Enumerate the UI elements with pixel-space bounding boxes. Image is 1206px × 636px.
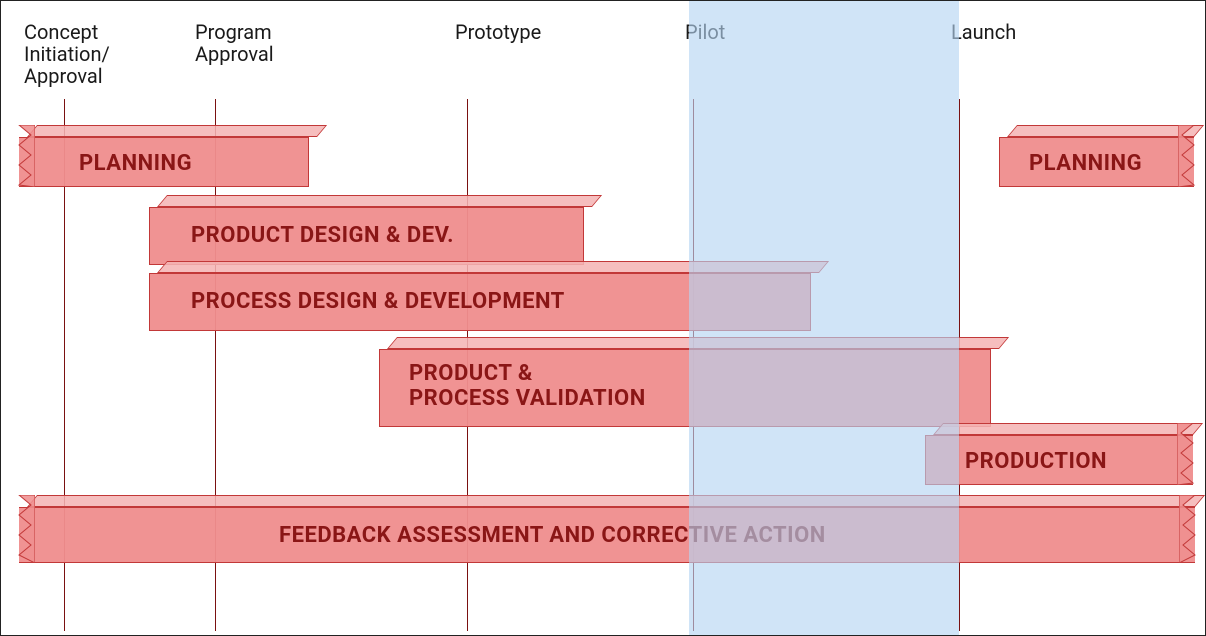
phase-bar-topface [27,125,327,137]
phase-bar-prod_design: PRODUCT DESIGN & DEV. [149,207,584,265]
phase-label-validation: PRODUCT & PROCESS VALIDATION [409,361,646,411]
milestone-label-launch: Launch [951,21,1016,43]
phase-label-feedback: FEEDBACK ASSESSMENT AND CORRECTIVE ACTIO… [279,523,826,548]
phase-bar-topface [1007,125,1204,137]
apqp-timeline-chart: Concept Initiation/ Approval Program Appr… [0,0,1206,636]
phase-label-proc_design: PROCESS DESIGN & DEVELOPMENT [191,289,565,314]
phase-bar-feedback: FEEDBACK ASSESSMENT AND CORRECTIVE ACTIO… [19,507,1195,563]
phase-bar-proc_design: PROCESS DESIGN & DEVELOPMENT [149,273,811,331]
phase-label-planning1: PLANNING [79,151,192,176]
milestone-label-program: Program Approval [195,21,274,65]
phase-label-production: PRODUCTION [965,449,1107,474]
phase-label-prod_design: PRODUCT DESIGN & DEV. [191,223,454,248]
phase-bar-planning1: PLANNING [19,137,309,187]
phase-bar-topface [387,337,1009,349]
milestone-label-concept: Concept Initiation/ Approval [24,21,110,87]
phase-bar-planning2: PLANNING [999,137,1194,187]
milestone-label-prototype: Prototype [455,21,541,43]
phase-bar-validation: PRODUCT & PROCESS VALIDATION [379,349,991,427]
milestone-label-pilot: Pilot [685,21,725,43]
phase-bar-topface [933,423,1203,435]
phase-bar-topface [157,195,602,207]
phase-bar-topface [27,495,1205,507]
phase-bar-topface [157,261,829,273]
phase-bar-production: PRODUCTION [925,435,1193,485]
phase-label-planning2: PLANNING [1029,151,1142,176]
